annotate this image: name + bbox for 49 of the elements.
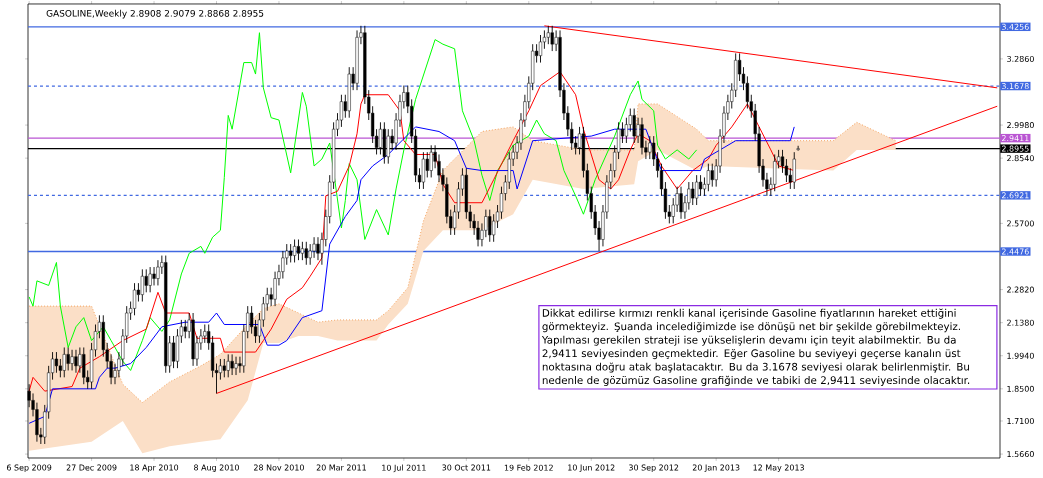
candlestick [695, 174, 699, 206]
candlestick [355, 29, 359, 91]
candlestick [140, 268, 144, 302]
candlestick [538, 34, 543, 64]
candlestick [296, 239, 301, 261]
candlestick [773, 154, 777, 192]
candlestick [230, 353, 234, 376]
candlestick [292, 239, 297, 263]
candlestick [82, 347, 86, 385]
candlestick [132, 282, 137, 316]
candlestick [640, 117, 644, 155]
candlestick [488, 209, 492, 243]
candlestick [706, 163, 710, 192]
candlestick [792, 151, 796, 190]
candlestick [70, 349, 74, 371]
candlestick [464, 167, 468, 220]
candlestick [316, 236, 320, 261]
candlestick [78, 347, 82, 374]
candlestick [74, 349, 78, 374]
candlestick [300, 241, 304, 261]
candlestick [144, 268, 148, 293]
candlestick [421, 151, 425, 190]
annotation: Dikkat edilirse kırmızı renkli kanal içerisinde Gasoline fiyatlarının hareket ettiğini görmekteyiz. Şuanda incelediğimizde ise dönüşü net bir şekilde görebilmekteyiz. Yapılması gerekilen strateji ise yükselişlerin devamı için teyit alabilmektir. Bu da 2,9411 seviyesinden geçmektedir. Eğer Gasoline bu seviyeyi geçerse kanalın üst noktasına doğru atak başlatacaktır. Bu da 3.1678 seviyesi olarak belirlenmiştir. Bu nedenle de gözümüz Gasoline grafiğinde ve tabiki de 2,9411 seviyesinde olacaktır. [541, 308, 970, 387]
candlestick [289, 243, 293, 263]
candlestick [234, 356, 238, 376]
candlestick [679, 186, 683, 220]
candlestick [175, 328, 180, 369]
candlestick [546, 25, 550, 45]
candlestick [734, 52, 738, 98]
candlestick [101, 314, 105, 358]
candlestick [171, 335, 176, 369]
candlestick [710, 163, 714, 188]
candlestick [148, 266, 152, 293]
candlestick [698, 174, 703, 197]
candlestick [347, 66, 351, 119]
candlestick [632, 108, 636, 144]
candlestick [222, 358, 226, 378]
text: GASOLINE,Weekly 2.8908 2.9079 2.8868 2.8955 [46, 9, 264, 19]
candlestick [304, 241, 308, 266]
candlestick [624, 117, 628, 144]
candlestick [226, 353, 230, 378]
candlestick [156, 259, 160, 286]
candlestick [183, 319, 187, 339]
candlestick [550, 25, 554, 52]
candlestick [191, 312, 195, 367]
candlestick [164, 255, 168, 374]
candlestick [62, 347, 66, 378]
candlestick [796, 145, 800, 150]
candlestick [66, 347, 70, 371]
